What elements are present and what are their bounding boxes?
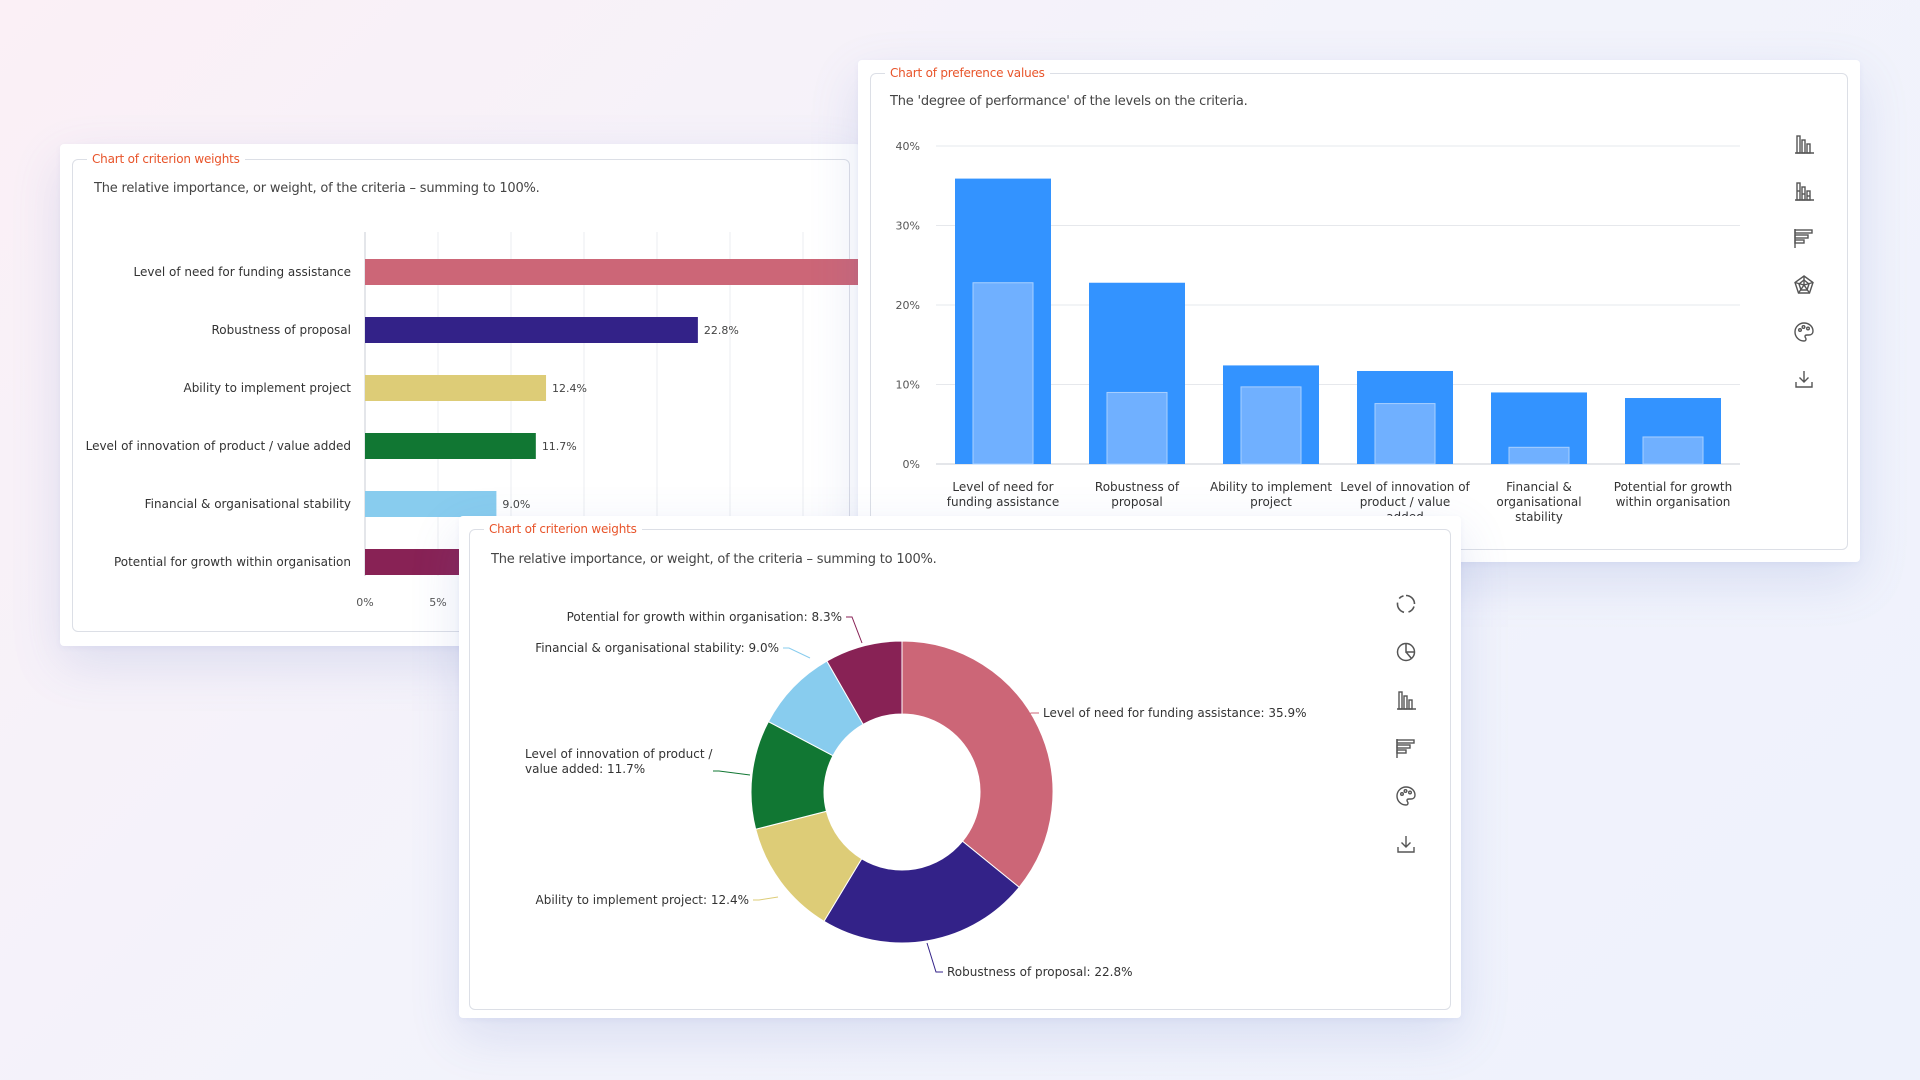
x-category-label: proposal <box>1111 495 1163 509</box>
y-tick-label: 0% <box>903 458 920 471</box>
panel-title: Chart of criterion weights <box>489 522 637 536</box>
pie-chart-icon[interactable] <box>1392 638 1420 666</box>
label-leader-line <box>783 647 811 659</box>
x-category-label: within organisation <box>1616 495 1731 509</box>
download-icon[interactable] <box>1392 830 1420 858</box>
slice-label: Potential for growth within organisation… <box>567 610 842 624</box>
column-chart-icon[interactable] <box>1392 686 1420 714</box>
criterion-weights-donut-frame: Chart of criterion weights <box>469 522 1451 1010</box>
bar[interactable] <box>365 491 497 517</box>
chart-toolbar <box>1790 130 1818 393</box>
inner-bar[interactable] <box>1508 446 1570 465</box>
x-category-label: Ability to implement <box>1210 480 1332 494</box>
bar[interactable] <box>365 317 698 343</box>
category-label: Ability to implement project <box>183 381 351 395</box>
slice-label: Financial & organisational stability: 9.… <box>535 641 779 655</box>
x-category-label: Potential for growth <box>1614 480 1732 494</box>
x-tick-label: 5% <box>429 596 446 609</box>
category-label: Financial & organisational stability <box>145 497 351 511</box>
category-label: Potential for growth within organisation <box>114 555 351 569</box>
donut-slice[interactable] <box>901 640 1054 888</box>
column-chart-icon[interactable] <box>1790 130 1818 158</box>
y-tick-label: 20% <box>896 299 920 312</box>
horizontal-bar-chart-icon[interactable] <box>1392 734 1420 762</box>
x-category-label: Financial & <box>1506 480 1572 494</box>
y-tick-label: 30% <box>896 220 920 233</box>
x-category-label: stability <box>1515 510 1563 524</box>
slice-label: value added: 11.7% <box>525 762 645 776</box>
x-category-label: project <box>1250 495 1292 509</box>
palette-icon[interactable] <box>1790 318 1818 346</box>
label-leader-line <box>846 616 863 644</box>
download-icon[interactable] <box>1790 365 1818 393</box>
category-label: Robustness of proposal <box>211 323 351 337</box>
radar-chart-icon[interactable] <box>1790 271 1818 299</box>
label-leader-line <box>926 942 943 973</box>
x-category-label: product / value <box>1360 495 1451 509</box>
x-tick-label: 0% <box>356 596 373 609</box>
bar[interactable] <box>365 375 547 401</box>
panel-description: The relative importance, or weight, of t… <box>94 181 540 196</box>
label-leader-line <box>1003 712 1039 730</box>
preference-values-card: Chart of preference values The 'degree o… <box>858 60 1860 562</box>
x-category-label: Robustness of <box>1095 480 1180 494</box>
stacked-column-chart-icon[interactable] <box>1790 177 1818 205</box>
slice-label: Ability to implement project: 12.4% <box>536 893 750 907</box>
slice-label: Robustness of proposal: 22.8% <box>947 965 1133 979</box>
horizontal-bar-chart-icon[interactable] <box>1790 224 1818 252</box>
category-label: Level of need for funding assistance <box>134 265 352 279</box>
slice-label: Level of innovation of product / <box>525 747 713 761</box>
y-tick-label: 40% <box>896 140 920 153</box>
x-category-label: organisational <box>1496 495 1581 509</box>
inner-bar[interactable] <box>972 282 1034 465</box>
bar[interactable] <box>365 259 860 285</box>
label-leader-line <box>753 896 779 901</box>
slice-label: Level of need for funding assistance: 35… <box>1043 706 1306 720</box>
palette-icon[interactable] <box>1392 782 1420 810</box>
chart-toolbar <box>1392 590 1420 858</box>
criterion-weights-donut-card: Chart of criterion weights The relative … <box>459 516 1461 1018</box>
data-label: 11.7% <box>542 440 577 453</box>
inner-bar[interactable] <box>1240 386 1302 465</box>
label-leader-line <box>713 770 751 776</box>
x-category-label: Level of innovation of <box>1340 480 1470 494</box>
panel-title: Chart of criterion weights <box>92 152 240 166</box>
panel-description: The 'degree of performance' of the level… <box>890 94 1248 109</box>
donut-chart-icon[interactable] <box>1392 590 1420 618</box>
donut-slice[interactable] <box>826 640 903 726</box>
inner-bar[interactable] <box>1374 403 1436 465</box>
y-tick-label: 10% <box>896 379 920 392</box>
donut-slice[interactable] <box>823 840 1020 944</box>
x-category-label: Level of need for <box>952 480 1053 494</box>
bar[interactable] <box>365 433 536 459</box>
panel-title: Chart of preference values <box>890 66 1045 80</box>
data-label: 9.0% <box>502 498 530 511</box>
criterion-weights-donut-chart: Level of need for funding assistance: 35… <box>525 610 1306 979</box>
data-label: 22.8% <box>704 324 739 337</box>
data-label: 12.4% <box>552 382 587 395</box>
panel-description: The relative importance, or weight, of t… <box>491 552 937 567</box>
inner-bar[interactable] <box>1106 391 1168 465</box>
inner-bar[interactable] <box>1642 436 1704 465</box>
x-category-label: funding assistance <box>947 495 1060 509</box>
category-label: Level of innovation of product / value a… <box>86 439 351 453</box>
